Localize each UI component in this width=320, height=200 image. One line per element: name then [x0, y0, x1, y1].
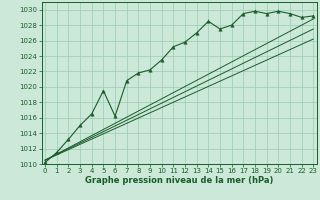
- X-axis label: Graphe pression niveau de la mer (hPa): Graphe pression niveau de la mer (hPa): [85, 176, 273, 185]
